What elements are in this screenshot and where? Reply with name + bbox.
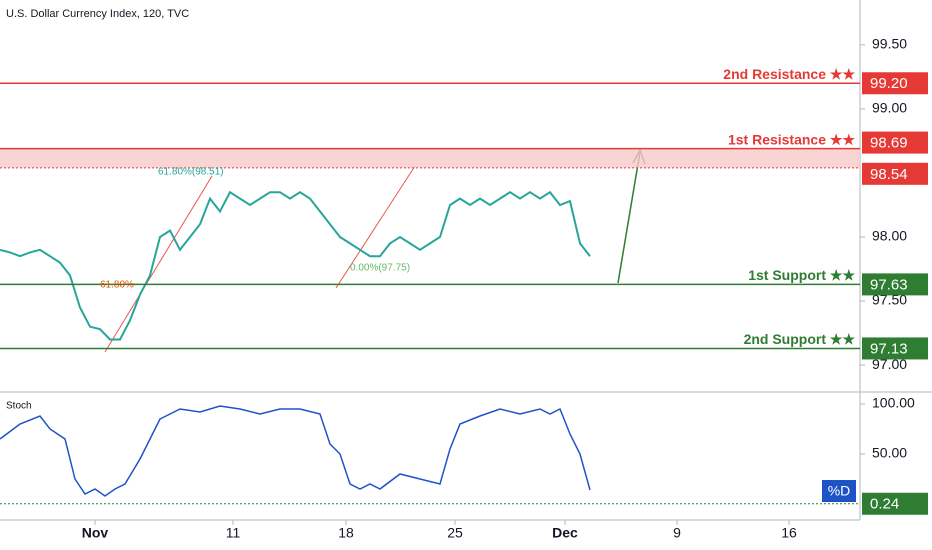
price-badge-label: 99.20 bbox=[870, 75, 908, 92]
chart-title: U.S. Dollar Currency Index, 120, TVC bbox=[6, 8, 189, 20]
price-badge bbox=[862, 273, 928, 296]
x-tick-label: 25 bbox=[447, 525, 463, 541]
y-tick-label: 97.50 bbox=[872, 292, 907, 308]
target-arrow bbox=[617, 151, 641, 284]
price-badge-label: 97.13 bbox=[870, 340, 908, 357]
price-badge bbox=[862, 131, 928, 154]
x-tick-label: Nov bbox=[82, 525, 109, 541]
level-name: 1st Support ★★ bbox=[748, 267, 855, 283]
stoch-title: Stoch bbox=[6, 401, 32, 412]
price-badge-label: 98.54 bbox=[870, 166, 908, 183]
x-tick-label: 18 bbox=[338, 525, 354, 541]
y-tick-label: 50.00 bbox=[872, 445, 907, 461]
price-badge-label: 97.63 bbox=[870, 276, 908, 293]
level-name: 2nd Resistance ★★ bbox=[723, 66, 855, 82]
fib-label: 61.80% bbox=[100, 280, 134, 291]
fib-label: 0.00%(97.75) bbox=[350, 263, 410, 274]
level-name: 2nd Support ★★ bbox=[744, 331, 856, 347]
price-badge-label: 0.24 bbox=[870, 496, 899, 513]
x-tick-label: 11 bbox=[226, 525, 241, 541]
resistance-zone bbox=[0, 148, 860, 168]
level-name: 1st Resistance ★★ bbox=[728, 131, 855, 147]
projection-arrow bbox=[104, 175, 213, 353]
y-tick-label: 97.00 bbox=[872, 356, 907, 372]
fib-label: 61.80%(98.51) bbox=[158, 167, 224, 178]
indicator-badge bbox=[822, 480, 856, 502]
y-tick-label: 100.00 bbox=[872, 395, 915, 411]
price-badge bbox=[862, 492, 928, 515]
series-line bbox=[0, 405, 591, 497]
indicator-badge-label: %D bbox=[828, 483, 851, 499]
y-tick-label: 99.50 bbox=[872, 36, 907, 52]
series-line bbox=[0, 190, 591, 341]
price-badge-label: 98.69 bbox=[870, 135, 908, 152]
x-tick-label: Dec bbox=[552, 525, 578, 541]
price-badge bbox=[862, 337, 928, 360]
price-badge bbox=[862, 162, 928, 185]
x-tick-label: 16 bbox=[781, 525, 797, 541]
projection-arrow bbox=[335, 165, 416, 289]
price-badge bbox=[862, 72, 928, 95]
y-tick-label: 99.00 bbox=[872, 100, 907, 116]
x-tick-label: 9 bbox=[673, 525, 681, 541]
y-tick-label: 98.00 bbox=[872, 228, 907, 244]
